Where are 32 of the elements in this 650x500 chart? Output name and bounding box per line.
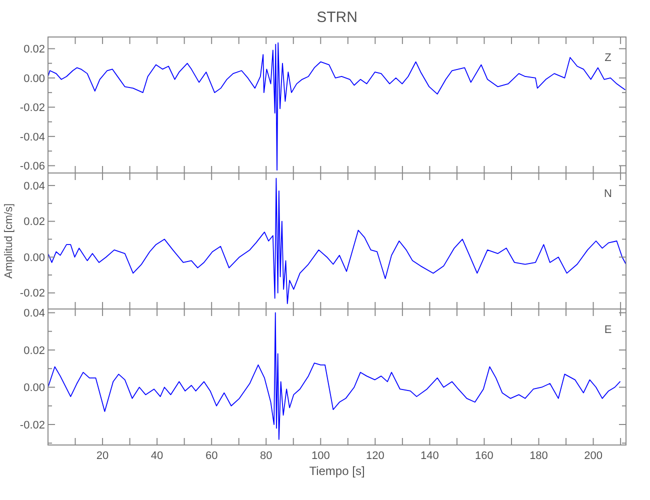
x-tick-label: 160 xyxy=(475,450,494,462)
y-tick-label: 0.02 xyxy=(24,44,45,56)
chart-title: STRN xyxy=(316,9,358,26)
x-axis-title: Tiempo [s] xyxy=(309,464,365,478)
x-tick-label: 100 xyxy=(311,450,330,462)
line-series xyxy=(48,178,626,304)
y-tick-label: -0.04 xyxy=(20,131,45,144)
y-tick-label: 0.04 xyxy=(24,180,45,192)
x-tick-label: 40 xyxy=(150,450,164,462)
y-tick-label: 0.04 xyxy=(24,308,45,320)
y-tick-label: -0.02 xyxy=(20,102,45,114)
y-tick-label: -0.02 xyxy=(20,288,45,300)
y-axis-title: Amplitud [cm/s] xyxy=(3,203,15,279)
y-tick-label: 0.02 xyxy=(24,216,45,228)
y-tick-label: 0.00 xyxy=(24,72,45,85)
x-tick-label: 180 xyxy=(530,450,548,462)
annotation: E xyxy=(604,324,612,336)
y-tick-label: -0.06 xyxy=(20,160,45,173)
y-tick-label: 0.02 xyxy=(24,344,45,357)
annotation: Z xyxy=(604,52,612,64)
line-series xyxy=(48,312,620,440)
x-tick-label: 140 xyxy=(420,450,439,462)
x-tick-label: 200 xyxy=(584,450,602,462)
line-series xyxy=(48,42,626,171)
y-tick-label: 0.00 xyxy=(24,382,45,394)
y-tick-label: 0.00 xyxy=(24,252,45,264)
x-tick-label: 80 xyxy=(260,450,272,462)
x-tick-label: 20 xyxy=(96,450,109,462)
y-tick-label: -0.02 xyxy=(20,419,45,432)
x-tick-label: 60 xyxy=(205,450,218,462)
x-tick-label: 120 xyxy=(366,450,384,462)
annotation: N xyxy=(604,188,612,200)
